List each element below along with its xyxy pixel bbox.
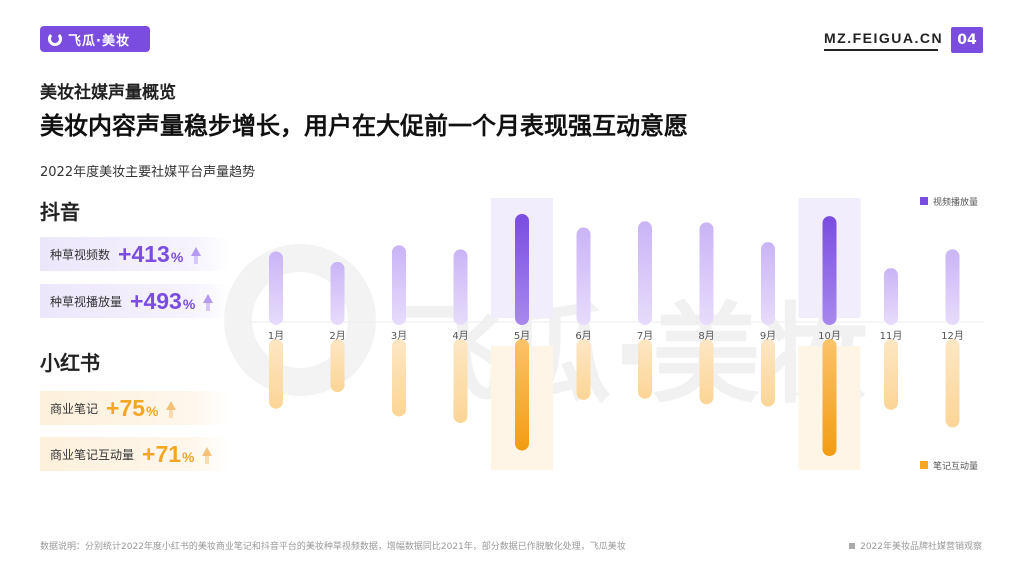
month-label: 2月 <box>329 330 345 342</box>
section-title: 美妆社媒声量概览 <box>40 83 176 103</box>
site-underline <box>824 49 938 51</box>
up-arrow-icon <box>203 293 214 311</box>
bar-up-8 <box>699 222 714 325</box>
month-label: 8月 <box>698 330 714 342</box>
month-label: 10月 <box>818 330 841 342</box>
legend-label-notes: 笔记互动量 <box>933 460 978 472</box>
bar-down-11 <box>884 339 898 410</box>
bar-down-12 <box>945 339 960 428</box>
legend-label-video: 视频播放量 <box>933 196 978 208</box>
month-label: 12月 <box>941 330 964 342</box>
page-number-badge: 04 <box>951 27 983 53</box>
chart-title: 2022年度美妆主要社媒平台声量趋势 <box>40 165 256 180</box>
brand-logo-text: 飞瓜·美妆 <box>68 33 130 49</box>
stat-label: 商业笔记 <box>50 401 99 416</box>
bar-up-10 <box>822 216 837 325</box>
site-url: MZ.FEIGUA.CN <box>824 30 944 46</box>
legend-swatch-notes <box>920 461 928 469</box>
watermark-ring <box>224 244 376 396</box>
stat-label: 种草视频数 <box>50 247 111 262</box>
up-arrow-icon <box>191 246 202 264</box>
bar-down-9 <box>761 339 775 407</box>
bar-up-3 <box>392 245 406 325</box>
bar-down-2 <box>330 339 345 393</box>
bar-up-11 <box>884 268 898 325</box>
bar-down-5 <box>515 339 529 451</box>
month-label: 7月 <box>637 330 653 342</box>
stat-value: +413% <box>118 240 184 267</box>
month-label: 1月 <box>268 330 284 342</box>
up-arrow-icon <box>166 400 177 418</box>
brand-logo-icon <box>48 32 62 46</box>
page-headline: 美妆内容声量稳步增长，用户在大促前一个月表现强互动意愿 <box>40 112 688 140</box>
bar-down-8 <box>699 339 714 405</box>
stat-value: +493% <box>130 287 196 314</box>
bar-up-12 <box>945 249 960 325</box>
xhs-stat-business-notes: 商业笔记 +75% <box>40 391 230 425</box>
report-name: 2022年美妆品牌社媒营销观察 <box>849 539 982 552</box>
platform-douyin-title: 抖音 <box>40 200 80 224</box>
bar-up-9 <box>761 242 775 325</box>
up-arrow-icon <box>202 446 213 464</box>
month-label: 11月 <box>880 330 903 342</box>
stat-value: +75% <box>106 394 159 421</box>
legend-swatch-video <box>920 197 928 205</box>
month-label: 3月 <box>391 330 407 342</box>
bar-down-4 <box>453 339 468 423</box>
stat-value: +71% <box>142 440 195 467</box>
brand-logo: 飞瓜·美妆 <box>40 26 150 52</box>
douyin-stat-play-volume: 种草视播放量 +493% <box>40 284 230 318</box>
month-label: 9月 <box>760 330 776 342</box>
bar-down-3 <box>392 339 406 417</box>
bar-down-10 <box>822 339 837 456</box>
platform-xiaohongshu-title: 小红书 <box>40 351 100 375</box>
axis-band <box>248 318 984 346</box>
bar-up-4 <box>453 249 468 325</box>
xhs-stat-note-interactions: 商业笔记互动量 +71% <box>40 437 230 471</box>
watermark-text: 飞瓜·美妆 <box>395 293 868 418</box>
douyin-stat-video-count: 种草视频数 +413% <box>40 237 230 271</box>
bar-up-7 <box>638 221 652 325</box>
bar-up-5 <box>515 214 529 325</box>
month-label: 5月 <box>514 330 530 342</box>
data-note: 数据说明：分别统计2022年度小红书的美妆商业笔记和抖音平台的美妆种草视频数据，… <box>40 542 626 552</box>
bar-down-1 <box>269 339 283 409</box>
bar-up-6 <box>576 227 591 325</box>
bar-up-2 <box>330 261 345 325</box>
stat-label: 种草视播放量 <box>50 294 123 309</box>
month-label: 4月 <box>452 330 468 342</box>
month-label: 6月 <box>575 330 591 342</box>
bar-down-7 <box>638 339 652 399</box>
stat-label: 商业笔记互动量 <box>50 447 135 462</box>
bar-down-6 <box>576 339 591 400</box>
square-icon <box>849 542 856 549</box>
bar-up-1 <box>269 251 283 325</box>
